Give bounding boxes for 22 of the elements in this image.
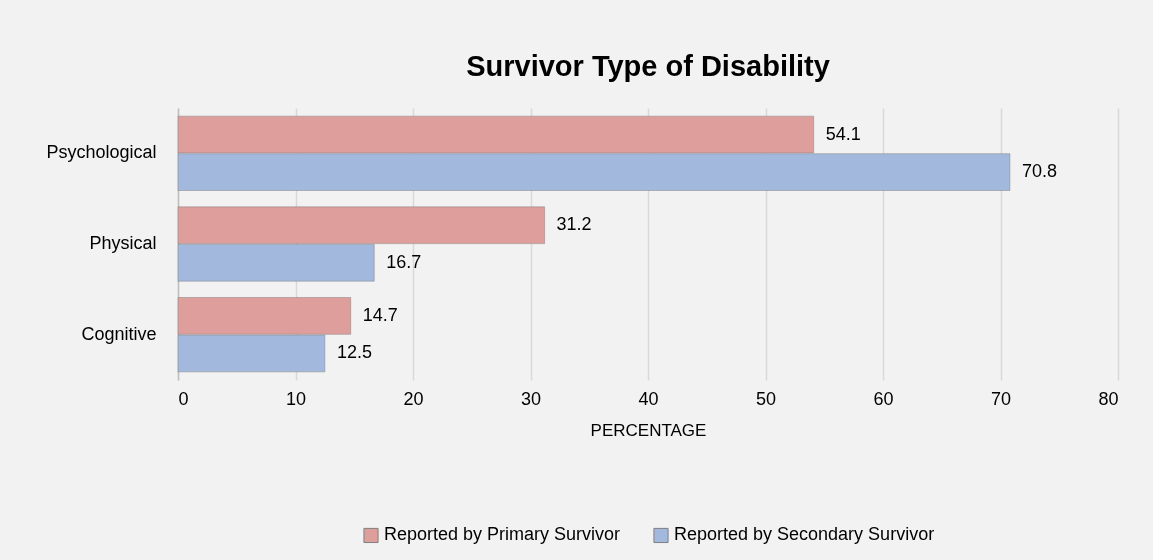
y-tick-label: Physical — [89, 233, 157, 253]
x-tick-label: 70 — [990, 388, 1012, 409]
data-label: 16.7 — [386, 251, 422, 272]
legend-label: Reported by Primary Survivor — [384, 524, 621, 545]
x-tick-label: 0 — [178, 388, 189, 409]
x-tick-label: 40 — [638, 388, 659, 409]
x-tick-label: 50 — [755, 388, 777, 409]
x-tick-label: 60 — [873, 388, 894, 409]
x-axis-title: PERCENTAGE — [590, 420, 707, 440]
x-tick-label: 10 — [285, 388, 307, 409]
y-tick-label: Psychological — [46, 142, 157, 163]
chart-title: Survivor Type of Disability — [466, 50, 830, 82]
x-tick-label: 20 — [403, 388, 424, 409]
data-label: 54.1 — [825, 123, 861, 144]
data-label: 14.7 — [362, 304, 398, 325]
x-tick-label: 30 — [520, 388, 542, 409]
x-tick-label: 80 — [1098, 388, 1119, 409]
data-label: 31.2 — [556, 214, 592, 235]
data-label: 12.5 — [336, 342, 372, 363]
data-label: 70.8 — [1021, 161, 1057, 182]
y-tick-label: Cognitive — [81, 323, 157, 344]
legend-label: Reported by Secondary Survivor — [674, 524, 935, 545]
